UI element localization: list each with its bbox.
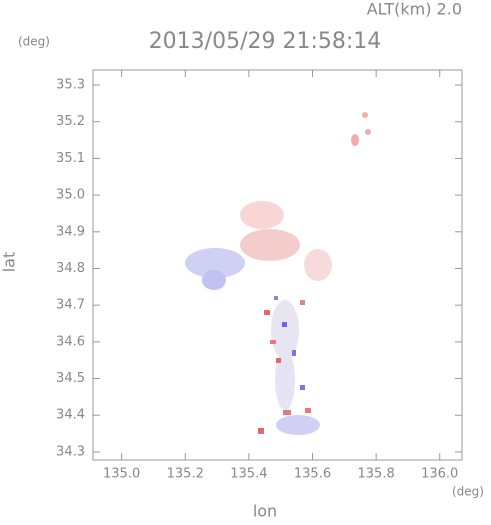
y-unit: (deg)	[18, 35, 50, 49]
y-tick-label: 35.3	[56, 78, 85, 93]
altitude-label: ALT(km) 2.0	[367, 0, 462, 19]
echo-field	[185, 112, 371, 435]
x-tick-label: 135.4	[230, 467, 267, 482]
y-axis-label: lat	[0, 252, 19, 273]
y-tick-label: 35.0	[56, 188, 85, 203]
y-tick-label: 35.2	[56, 114, 85, 129]
y-tick-label: 34.5	[56, 371, 85, 386]
x-tick-label: 136.0	[421, 467, 458, 482]
x-tick-label: 135.2	[167, 467, 204, 482]
plot-frame	[92, 69, 463, 461]
x-tick-label: 135.8	[358, 467, 395, 482]
y-tick-label: 34.6	[56, 334, 85, 349]
y-tick-label: 34.9	[56, 224, 85, 239]
chart-title: 2013/05/29 21:58:14	[149, 29, 382, 54]
y-tick-label: 34.8	[56, 261, 85, 276]
x-axis-label: lon	[253, 502, 277, 521]
x-tick-label: 135.6	[294, 467, 331, 482]
x-unit: (deg)	[452, 485, 484, 499]
y-tick-label: 34.7	[56, 298, 85, 313]
x-tick-label: 135.0	[103, 467, 140, 482]
y-tick-label: 34.4	[56, 408, 85, 423]
y-tick-label: 35.1	[56, 151, 85, 166]
y-tick-label: 34.3	[56, 444, 85, 459]
